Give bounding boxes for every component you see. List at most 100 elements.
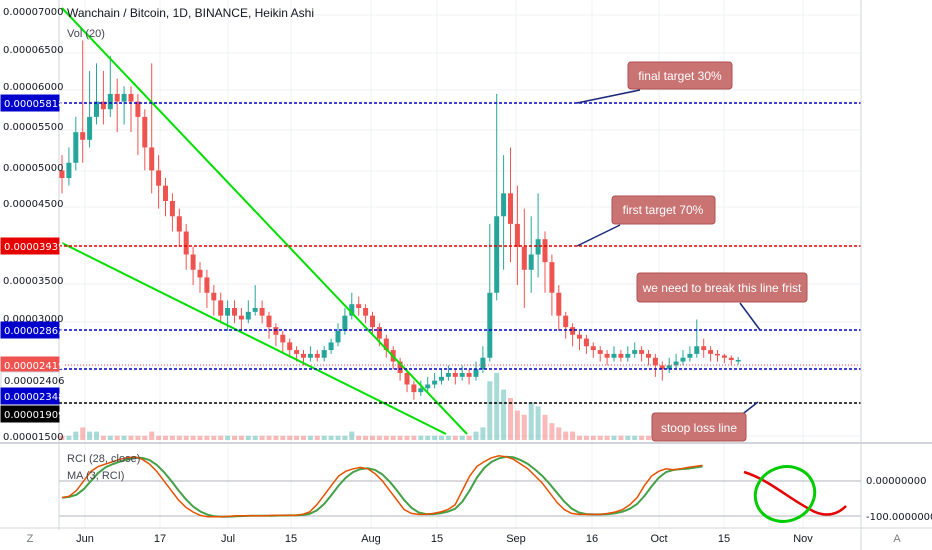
chart-title: Wanchain / Bitcoin, 1D, BINANCE, Heikin … (67, 6, 314, 20)
x-label: Jun (76, 533, 94, 545)
candle-body (597, 350, 603, 354)
volume-bar (397, 435, 403, 440)
upper-trendline[interactable] (61, 7, 468, 435)
price-badge (0, 321, 60, 339)
volume-bar (183, 435, 189, 440)
candle-body (142, 116, 148, 148)
rci-projection-curve[interactable] (743, 470, 847, 516)
volume-bar (473, 431, 479, 440)
volume-bar (280, 435, 286, 440)
volume-bar (59, 435, 65, 440)
price-tick: 0.00003500 (3, 276, 63, 287)
volume-bar (577, 435, 582, 440)
price-badge-label: 0.00003939 (4, 242, 64, 253)
lower-trendline[interactable] (61, 242, 447, 435)
volume-bar (604, 435, 610, 440)
candle-body (328, 342, 334, 351)
candle-body (169, 200, 175, 217)
candle-body (411, 384, 417, 393)
rci-pane[interactable] (59, 446, 861, 526)
price-badge (0, 237, 60, 255)
volume-bar (273, 435, 279, 440)
volume-bar (390, 435, 396, 440)
volume-label[interactable]: Vol (20) (67, 28, 105, 40)
rci-line (61, 455, 703, 518)
candle-body (563, 315, 569, 328)
volume-bar (480, 427, 486, 440)
projection-circle[interactable] (748, 458, 823, 529)
candle-body (480, 357, 486, 370)
volume-bar (646, 435, 651, 440)
volume-bar (356, 435, 362, 440)
volume-bar (583, 435, 589, 440)
x-label: 15 (285, 533, 297, 545)
volume-bar (439, 435, 444, 440)
volume-bar (459, 435, 465, 440)
candle-body (625, 353, 631, 358)
zoom-button[interactable]: Z (27, 533, 34, 545)
volume-bar (149, 431, 155, 440)
annotation-break-line[interactable]: we need to break this line frist (636, 272, 808, 331)
volume-bar (349, 431, 355, 440)
x-label: 15 (718, 533, 730, 545)
volume-bar (528, 402, 534, 440)
candle-body (66, 162, 72, 179)
volume-bar (342, 435, 348, 440)
x-label: Aug (361, 533, 381, 545)
candle-body (73, 132, 79, 163)
price-axis[interactable]: 0.00007000 0.00006500 0.00006000 0.00005… (3, 7, 63, 443)
candle-body (508, 193, 513, 224)
candle-body (294, 350, 300, 354)
volume-bar (542, 414, 548, 440)
candle-body (632, 350, 638, 354)
candle-body (273, 327, 279, 335)
volume-bar (597, 435, 603, 440)
auto-scale-button[interactable]: A (893, 533, 901, 545)
candle-body (639, 350, 645, 354)
candle-body (735, 360, 741, 362)
volume-bar (107, 435, 113, 440)
candle-body (349, 304, 355, 316)
candle-body (121, 93, 127, 102)
candle-body (535, 239, 541, 255)
volume-bar (287, 435, 293, 440)
candle-body (94, 101, 99, 117)
ma-label[interactable]: MA (3, RCI) (67, 470, 124, 482)
x-label: Nov (793, 533, 813, 545)
x-label: 15 (431, 533, 443, 545)
volume-bar (156, 435, 162, 440)
candle-body (114, 93, 120, 102)
time-axis[interactable]: Jun 17 Jul 15 Aug 15 Sep 16 Oct 15 Nov (76, 533, 813, 545)
annotation-first-target[interactable]: first target 70% (576, 195, 716, 247)
candle-body (494, 216, 500, 293)
volume-bar (618, 435, 624, 440)
annotation-stop-loss[interactable]: stoop loss line (651, 401, 759, 442)
volume-bar (259, 435, 265, 440)
candle-body (135, 101, 141, 117)
volume-bar (314, 435, 320, 440)
price-badge-label: 0.00002406 (4, 376, 64, 387)
volume-bar (218, 435, 224, 440)
price-badge (0, 387, 60, 405)
volume-bar (549, 423, 555, 440)
volume-bar (301, 435, 306, 440)
candle-body (514, 223, 520, 247)
volume-bar (66, 435, 72, 440)
annotation-final-target[interactable]: final target 30% (576, 61, 733, 104)
candle-body (335, 330, 341, 343)
candle-body (701, 346, 707, 351)
rci-label[interactable]: RCI (28, close) (67, 453, 140, 465)
candle-body (445, 373, 451, 377)
volume-bar (245, 435, 251, 440)
volume-bar (176, 435, 182, 440)
candle-body (715, 353, 720, 356)
price-tick: 0.00003000 (3, 314, 63, 325)
volume-bar (404, 435, 410, 440)
candle-body (708, 350, 714, 354)
candle-body (225, 308, 231, 316)
volume-bar (445, 435, 451, 440)
volume-bar (73, 431, 79, 440)
volume-bar (197, 435, 203, 440)
volume-bar (418, 435, 424, 440)
candle-body (528, 254, 534, 270)
